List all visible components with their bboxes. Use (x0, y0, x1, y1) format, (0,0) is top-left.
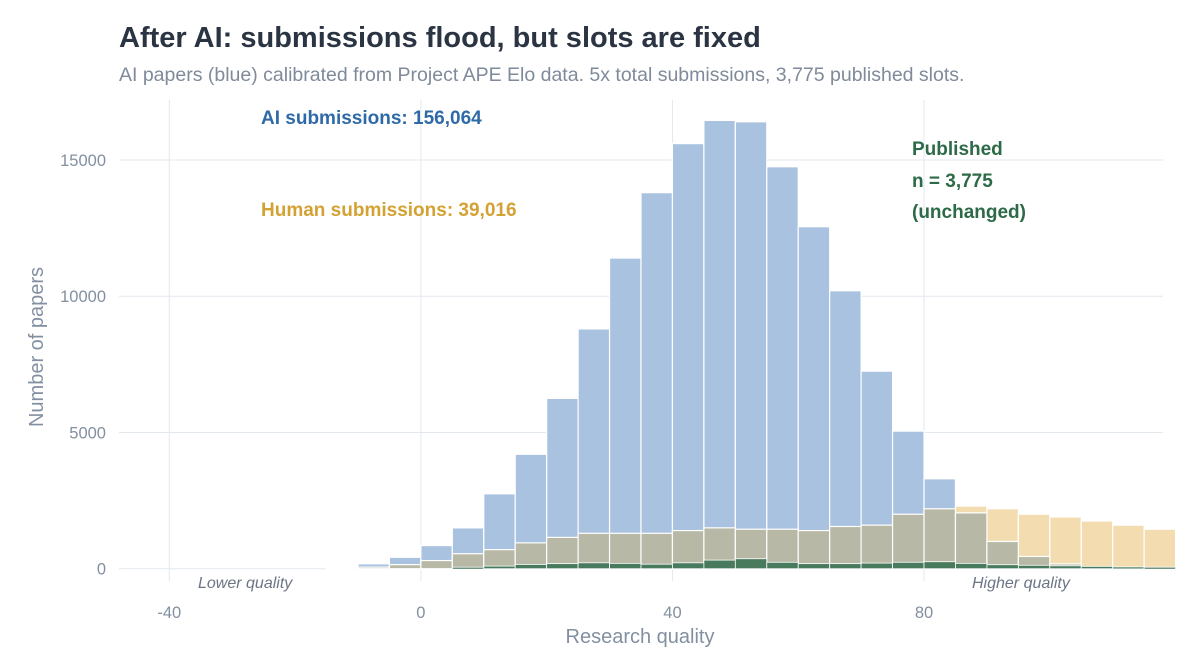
published-bar (640, 563, 673, 570)
published-bar (1143, 566, 1176, 570)
published-annotation-line3: (unchanged) (912, 202, 1026, 223)
overlap-bars (325, 508, 1145, 570)
published-bar (1080, 565, 1114, 570)
y-axis-label: Number of papers (26, 267, 48, 427)
published-bar (829, 563, 862, 570)
ai-bar (608, 257, 642, 570)
published-annotation-line1: Published (912, 139, 1003, 160)
published-bar (609, 562, 642, 570)
overlap-bar (797, 529, 831, 570)
published-bar (546, 563, 579, 570)
higher-quality-label: Higher quality (972, 575, 1071, 592)
human-annotation: Human submissions: 39,016 (261, 200, 517, 221)
x-tick-label: 40 (663, 604, 681, 622)
overlap-bar (640, 532, 674, 570)
human-bar (1049, 516, 1082, 570)
human-bar (1143, 528, 1177, 570)
published-bar (703, 559, 736, 570)
overlap-bar (986, 540, 1019, 570)
overlap-bar (608, 532, 642, 570)
published-bar (797, 563, 831, 570)
published-bar (451, 566, 485, 570)
overlap-bar (451, 553, 485, 570)
ai-bars (325, 119, 1145, 570)
overlap-bar (891, 513, 925, 570)
human-bar (1112, 524, 1145, 570)
published-bar (860, 562, 893, 570)
human-bar (1080, 520, 1114, 570)
lower-quality-label: Lower quality (198, 575, 293, 592)
ai-bar (640, 192, 674, 570)
y-tick-label: 0 (97, 561, 106, 579)
axis-ticks: -40 0 40 80 0 5000 10000 15000 (60, 152, 933, 622)
ai-bar (797, 226, 831, 570)
overlap-bar (829, 525, 862, 570)
published-bar (483, 565, 516, 570)
ai-bar (734, 121, 768, 570)
overlap-bar (388, 564, 422, 570)
published-bar (1112, 566, 1145, 570)
published-bar (734, 558, 768, 570)
ai-bar (671, 143, 705, 570)
published-bar (514, 564, 548, 570)
published-bar (1049, 565, 1082, 570)
y-tick-label: 5000 (69, 424, 106, 442)
published-bar (1017, 564, 1051, 570)
overlap-bar (954, 512, 988, 570)
published-bar (766, 561, 799, 570)
y-tick-label: 10000 (60, 288, 106, 306)
overlap-bar (357, 566, 391, 570)
published-bar (672, 562, 705, 570)
chart-subtitle: AI papers (blue) calibrated from Project… (119, 64, 965, 86)
chart-title: After AI: submissions flood, but slots a… (119, 22, 761, 54)
published-bars (451, 558, 1176, 570)
overlap-bar (420, 559, 453, 570)
x-axis-label: Research quality (566, 626, 715, 648)
published-bar (577, 562, 610, 570)
published-bar (986, 564, 1019, 570)
y-tick-label: 15000 (60, 152, 106, 170)
overlap-bar (325, 567, 359, 570)
overlap-bar (923, 508, 957, 570)
published-annotation-line2: n = 3,775 (912, 171, 993, 192)
ai-bar (766, 166, 799, 570)
ai-annotation: AI submissions: 156,064 (261, 108, 482, 129)
x-tick-label: 80 (915, 604, 933, 622)
published-bar (923, 561, 956, 570)
ai-bar (577, 328, 611, 570)
published-bar (892, 561, 925, 570)
x-tick-label: 0 (416, 604, 425, 622)
ai-bar (703, 119, 736, 570)
x-tick-label: -40 (157, 604, 181, 622)
overlap-bar (860, 524, 894, 570)
published-bar (955, 562, 988, 570)
